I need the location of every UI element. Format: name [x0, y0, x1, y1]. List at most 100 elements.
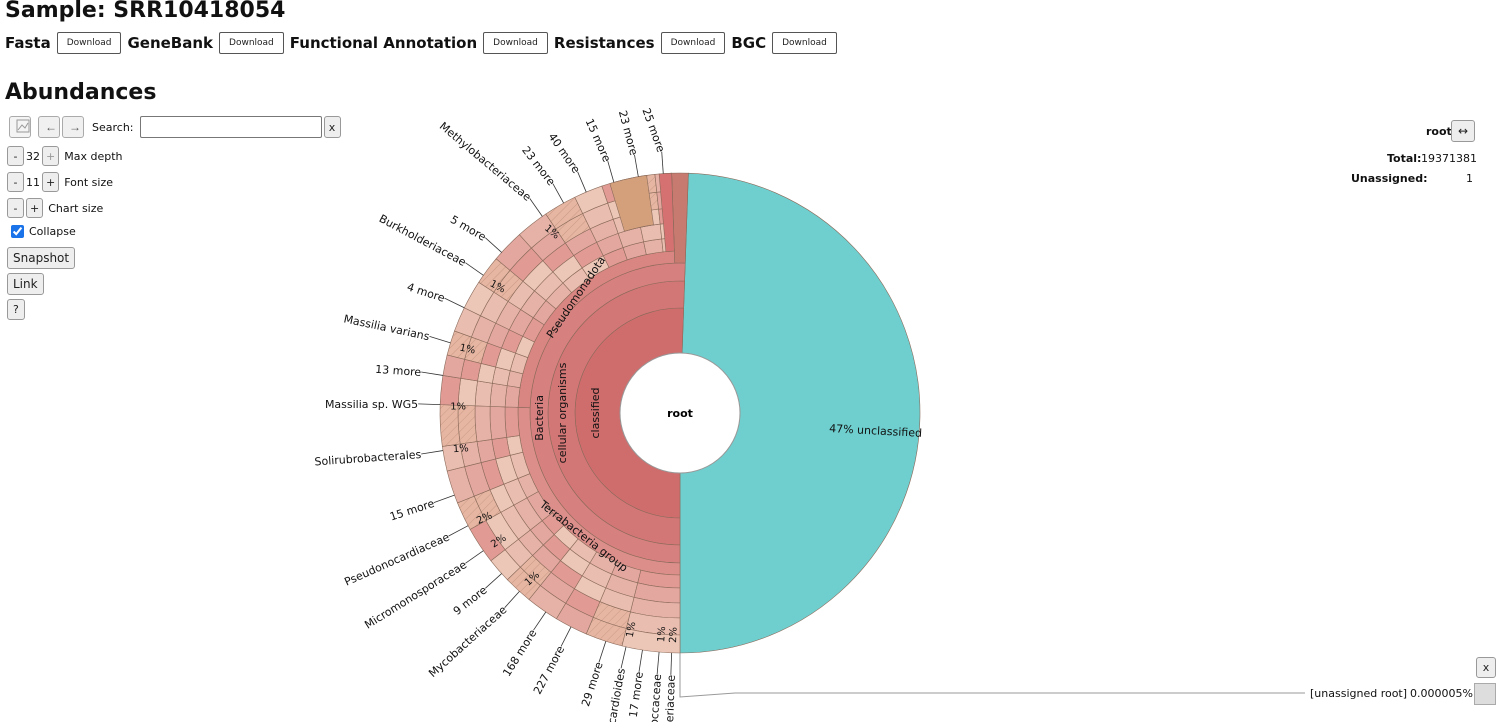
collapse-checkbox[interactable] [11, 225, 24, 238]
terrabacteria-ring[interactable] [517, 407, 681, 576]
genebank-download-button[interactable]: Download [219, 32, 284, 54]
taxon-wedge[interactable] [574, 185, 609, 214]
taxon-wedge[interactable] [509, 352, 529, 375]
taxon-wedge[interactable] [495, 347, 516, 372]
taxon-wedge[interactable] [506, 370, 524, 389]
taxon-wedge[interactable] [489, 483, 515, 513]
taxon-wedge[interactable] [555, 213, 591, 244]
taxon-wedge[interactable] [522, 317, 545, 343]
taxon-wedge[interactable] [589, 551, 618, 575]
functional-annotation-download-button[interactable]: Download [483, 32, 548, 54]
classified-ring[interactable] [574, 307, 684, 519]
taxon-wedge[interactable] [495, 234, 532, 271]
taxon-wedge[interactable] [596, 232, 624, 257]
taxon-wedge[interactable] [637, 208, 661, 228]
taxon-wedge[interactable] [601, 177, 635, 204]
taxon-wedge[interactable] [489, 382, 508, 408]
help-button[interactable]: ? [7, 299, 25, 320]
taxon-wedge[interactable] [532, 544, 561, 573]
taxon-wedge[interactable] [495, 300, 522, 331]
taxon-wedge[interactable] [477, 363, 497, 384]
taxon-wedge[interactable] [562, 267, 590, 294]
taxon-wedge[interactable] [654, 172, 673, 193]
taxon-wedge[interactable] [553, 525, 579, 550]
taxon-wedge[interactable] [545, 282, 573, 310]
taxon-wedge[interactable] [457, 495, 487, 530]
taxon-wedge[interactable] [534, 271, 564, 301]
taxon-wedge[interactable] [508, 309, 534, 337]
taxon-wedge[interactable] [560, 548, 591, 577]
font-size-decrease-button[interactable]: - [7, 172, 24, 192]
taxon-wedge[interactable] [439, 375, 462, 406]
taxon-wedge[interactable] [518, 529, 544, 556]
fasta-download-button[interactable]: Download [56, 32, 122, 54]
taxon-wedge[interactable] [612, 212, 641, 234]
krona-logo-button[interactable] [9, 116, 31, 138]
taxon-wedge[interactable] [552, 255, 583, 284]
taxon-wedge[interactable] [473, 489, 502, 522]
taxon-wedge[interactable] [474, 380, 493, 407]
taxon-wedge[interactable] [446, 466, 475, 504]
taxon-wedge[interactable] [441, 443, 465, 472]
taxon-wedge[interactable] [506, 435, 524, 456]
gammaproteo-wedge[interactable] [609, 174, 654, 232]
taxon-wedge[interactable] [605, 573, 639, 598]
taxon-wedge[interactable] [658, 207, 674, 225]
taxon-wedge[interactable] [513, 497, 543, 531]
swap-icon[interactable]: ↔ [1451, 120, 1475, 142]
taxon-wedge[interactable] [633, 582, 681, 604]
taxon-wedge[interactable] [480, 458, 505, 491]
taxon-wedge[interactable] [464, 462, 491, 497]
taxon-wedge[interactable] [599, 587, 635, 613]
taxon-wedge[interactable] [457, 377, 478, 407]
taxon-wedge[interactable] [573, 241, 604, 269]
taxon-wedge[interactable] [555, 602, 594, 635]
back-button[interactable]: ← [38, 116, 60, 138]
other-bacteria-wedge[interactable] [671, 172, 689, 264]
taxon-wedge[interactable] [629, 173, 658, 197]
taxon-wedge[interactable] [476, 439, 497, 463]
taxon-wedge[interactable] [661, 237, 675, 253]
taxon-wedge[interactable] [503, 478, 528, 506]
taxon-wedge[interactable] [539, 571, 575, 604]
taxon-wedge[interactable] [504, 538, 533, 568]
taxon-wedge[interactable] [490, 549, 521, 581]
taxon-wedge[interactable] [569, 538, 597, 564]
taxon-wedge[interactable] [504, 385, 521, 408]
link-button[interactable]: Link [7, 273, 44, 295]
taxon-wedge[interactable] [471, 315, 497, 344]
taxon-wedge[interactable] [542, 534, 571, 562]
taxon-wedge[interactable] [519, 554, 552, 586]
taxon-wedge[interactable] [625, 611, 681, 636]
taxon-wedge[interactable] [574, 575, 607, 603]
taxon-wedge[interactable] [442, 354, 465, 379]
taxon-wedge[interactable] [520, 290, 547, 319]
taxon-wedge[interactable] [491, 366, 511, 386]
search-input[interactable] [139, 116, 322, 138]
taxon-wedge[interactable] [518, 213, 557, 249]
snapshot-button[interactable]: Snapshot [7, 247, 76, 269]
taxon-wedge[interactable] [545, 196, 584, 230]
taxon-wedge[interactable] [509, 247, 544, 282]
taxon-wedge[interactable] [541, 512, 564, 535]
taxon-wedge[interactable] [486, 322, 510, 349]
taxon-wedge[interactable] [607, 195, 638, 220]
taxon-wedge[interactable] [457, 404, 478, 445]
taxon-wedge[interactable] [532, 300, 557, 326]
taxon-wedge[interactable] [464, 336, 488, 364]
taxon-wedge[interactable] [611, 561, 642, 584]
taxon-wedge[interactable] [542, 242, 575, 273]
taxon-wedge[interactable] [581, 255, 610, 280]
hover-close-button[interactable]: x [1476, 657, 1496, 678]
taxon-wedge[interactable] [617, 226, 644, 248]
taxon-wedge[interactable] [495, 454, 519, 485]
taxon-wedge[interactable] [480, 342, 502, 368]
taxon-wedge[interactable] [439, 404, 461, 447]
chart-size-decrease-button[interactable]: - [7, 198, 24, 218]
taxon-wedge[interactable] [528, 585, 567, 620]
taxon-wedge[interactable] [659, 222, 675, 240]
taxon-wedge[interactable] [602, 247, 628, 268]
taxon-wedge[interactable] [531, 228, 566, 262]
resistances-download-button[interactable]: Download [660, 32, 726, 54]
taxon-wedge[interactable] [633, 191, 659, 213]
